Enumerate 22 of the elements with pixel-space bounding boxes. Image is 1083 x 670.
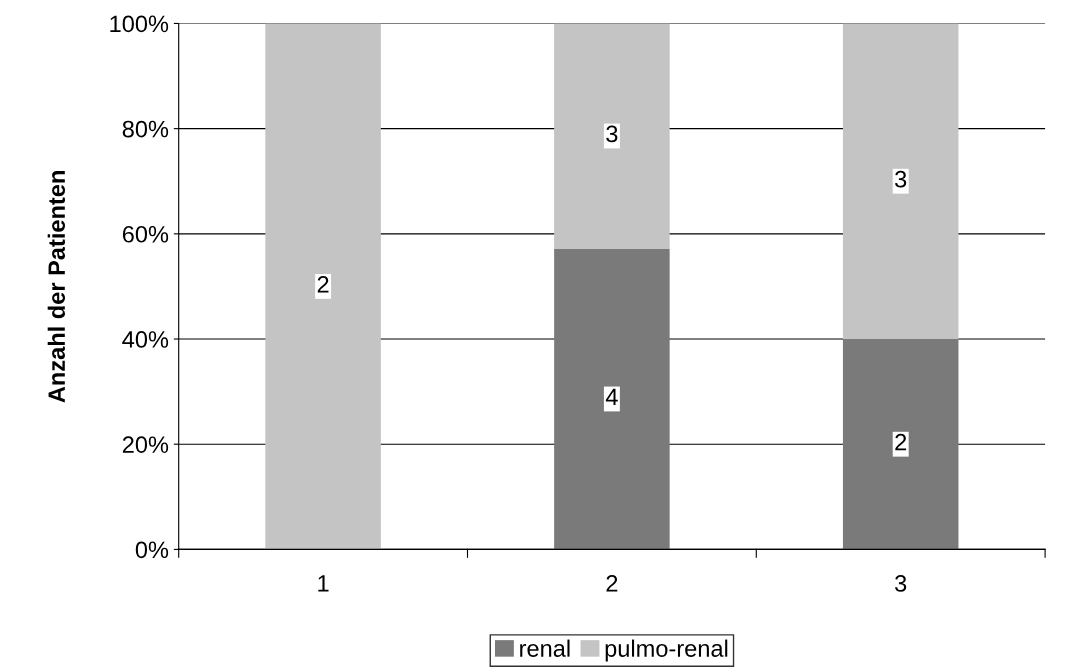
y-tick-label: 100% xyxy=(110,15,169,33)
annotation: 3 xyxy=(895,170,907,188)
y-axis-title: Anzahl der Patienten xyxy=(47,171,66,403)
y-tick-label: 80% xyxy=(122,120,169,138)
bar xyxy=(554,23,670,250)
legend-label: renal xyxy=(520,639,570,657)
annotation: 2 xyxy=(895,433,907,451)
y-tick-label: 0% xyxy=(135,541,169,559)
bar xyxy=(265,23,381,550)
x-tick-label: 3 xyxy=(895,575,907,592)
x-tick-label: 2 xyxy=(606,575,618,592)
bar xyxy=(842,23,959,340)
y-tick-label: 40% xyxy=(122,331,169,348)
annotation: 2 xyxy=(317,276,329,293)
legend-label: pulmo-renal xyxy=(605,639,728,662)
y-tick-label: 60% xyxy=(122,225,169,243)
annotation: 3 xyxy=(606,125,618,143)
annotation: 4 xyxy=(605,388,618,406)
bar xyxy=(842,339,959,550)
y-tick-label: 20% xyxy=(122,436,169,453)
bar xyxy=(554,249,670,550)
x-tick-label: 1 xyxy=(318,575,329,592)
